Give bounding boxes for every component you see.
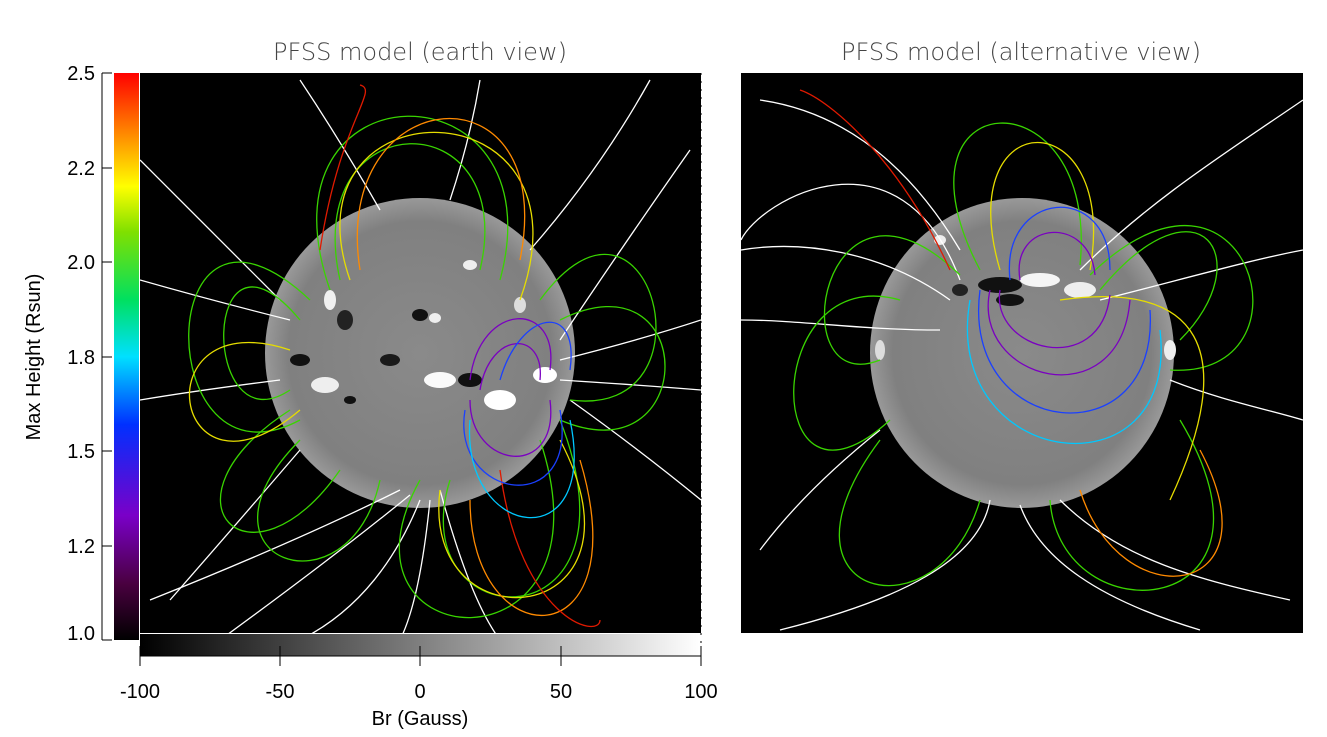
magnetogram-spots-earth [290, 260, 557, 410]
height-colorbar-title: Max Height (Rsun) [23, 274, 45, 441]
sun-disk-alternative [870, 198, 1174, 508]
height-tick-label: 1.8 [67, 347, 95, 369]
panel-title-earth: PFSS model (earth view) [273, 38, 567, 66]
height-colorbar-gradient [114, 73, 139, 640]
br-colorbar-title: Br (Gauss) [372, 708, 469, 730]
br-tick-label: -100 [120, 681, 160, 703]
height-tick-label: 2.2 [67, 158, 95, 180]
height-tick-label: 2.0 [67, 252, 95, 274]
height-tick-label: 1.5 [67, 441, 95, 463]
panel-alternative-view [741, 73, 1303, 633]
br-colorbar: -100 -50 0 50 100 Br (Gauss) [120, 73, 718, 730]
height-tick-label: 1.0 [67, 623, 95, 645]
field-lines-earth [140, 79, 701, 633]
height-colorbar: 2.5 2.2 2.0 1.8 1.5 1.2 1.0 Max Height (… [23, 63, 139, 645]
br-tick-label: 100 [684, 681, 717, 703]
height-tick-label: 1.2 [67, 536, 95, 558]
br-tick-label: -50 [266, 681, 295, 703]
br-ticks [139, 646, 702, 666]
br-tick-label: 0 [414, 681, 425, 703]
field-lines-alternative [741, 89, 1303, 631]
panel-title-alternative: PFSS model (alternative view) [841, 38, 1201, 66]
height-tick-label: 2.5 [67, 63, 95, 85]
br-tick-label: 50 [550, 681, 572, 703]
sun-disk-earth [265, 198, 575, 508]
panel-earth-view [140, 73, 701, 633]
height-ticks [102, 72, 112, 641]
